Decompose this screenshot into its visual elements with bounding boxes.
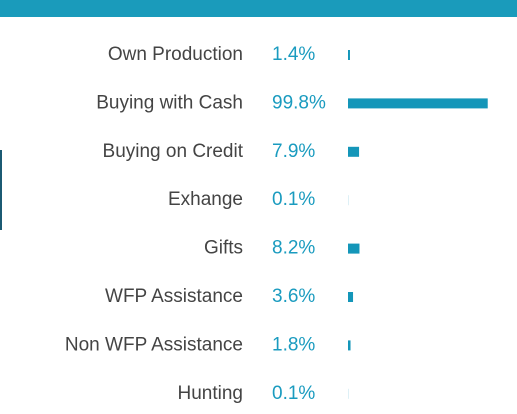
value-label: 0.1% xyxy=(272,383,315,404)
category-label: Hunting xyxy=(178,383,244,404)
bar xyxy=(348,340,351,351)
header-band xyxy=(0,0,517,17)
category-label: Gifts xyxy=(204,238,243,259)
value-label: 0.1% xyxy=(272,189,315,210)
bar xyxy=(348,243,360,254)
category-label: Exhange xyxy=(168,189,243,210)
category-label: Buying with Cash xyxy=(96,92,243,113)
value-label: 7.9% xyxy=(272,141,315,162)
value-label: 99.8% xyxy=(272,92,326,113)
bar xyxy=(348,50,350,60)
value-label: 1.8% xyxy=(272,334,315,355)
category-label: Non WFP Assistance xyxy=(65,334,243,355)
category-label: Buying on Credit xyxy=(103,141,244,162)
category-label: Own Production xyxy=(108,44,243,65)
bar xyxy=(348,292,354,302)
category-label: WFP Assistance xyxy=(105,286,243,307)
value-label: 8.2% xyxy=(272,238,315,259)
bar xyxy=(348,98,488,109)
value-label: 3.6% xyxy=(272,286,315,307)
edge-strip xyxy=(0,150,2,230)
value-label: 1.4% xyxy=(272,44,315,65)
bar xyxy=(348,146,360,157)
